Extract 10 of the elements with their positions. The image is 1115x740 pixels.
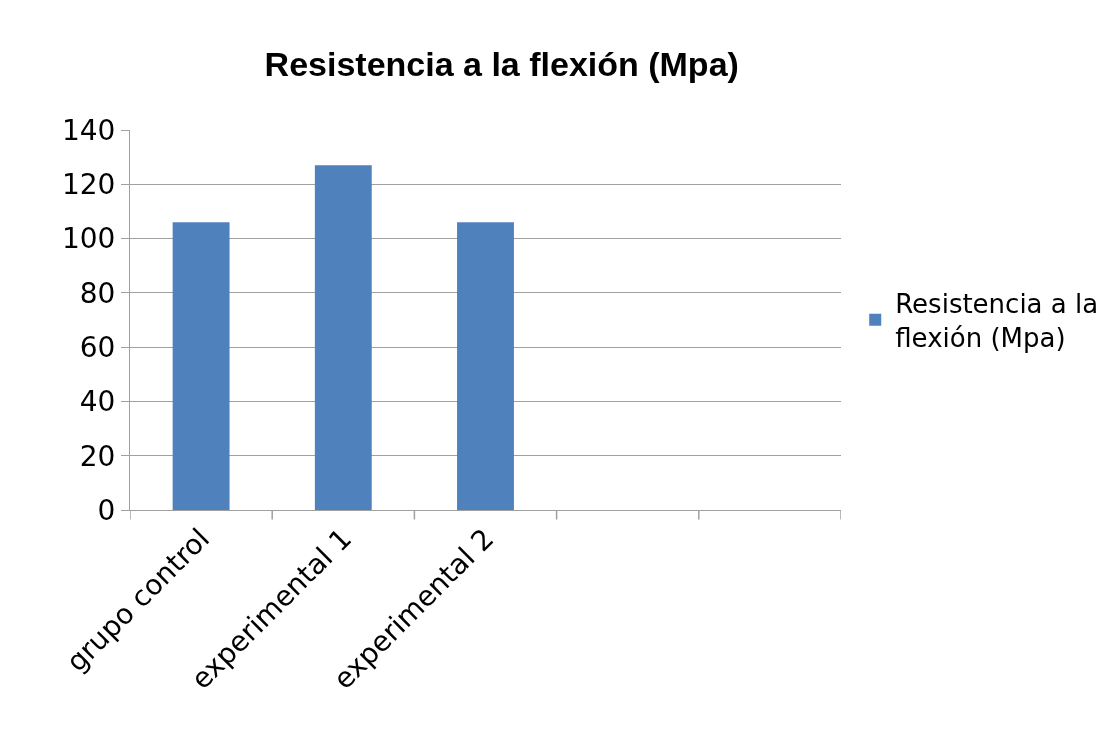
y-tick-label: 40 — [79, 385, 116, 419]
legend-label: Resistencia a la flexión (Mpa) — [895, 289, 1099, 353]
y-tick-label: 20 — [79, 439, 116, 473]
y-tick-label: 100 — [61, 222, 116, 256]
y-tick-label: 80 — [79, 276, 116, 310]
y-tick-label: 120 — [61, 168, 116, 202]
y-tick-label: 60 — [79, 330, 116, 364]
chart-title: Resistencia a la flexión (Mpa) — [264, 44, 739, 83]
y-tick-label: 0 — [97, 493, 116, 527]
y-tick-label: 140 — [61, 113, 116, 147]
